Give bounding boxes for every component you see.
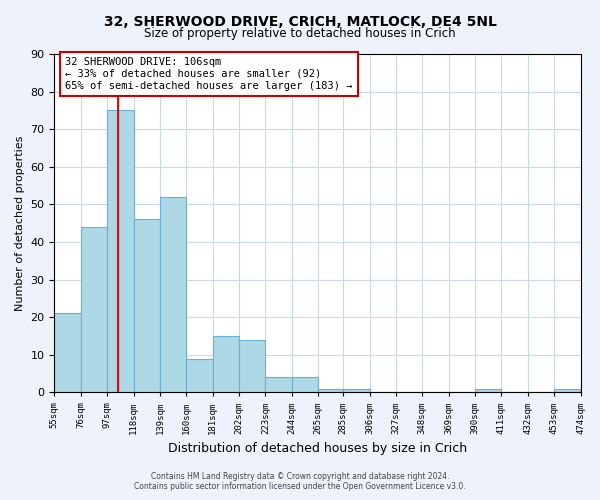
Bar <box>186 358 212 392</box>
Bar <box>134 220 160 392</box>
Bar <box>265 378 292 392</box>
Bar <box>475 388 502 392</box>
Bar <box>160 197 186 392</box>
Bar <box>81 227 107 392</box>
Bar <box>343 388 370 392</box>
Bar <box>107 110 134 392</box>
Bar <box>318 388 343 392</box>
Bar <box>212 336 239 392</box>
Text: Size of property relative to detached houses in Crich: Size of property relative to detached ho… <box>144 28 456 40</box>
Bar <box>55 314 81 392</box>
Text: 32, SHERWOOD DRIVE, CRICH, MATLOCK, DE4 5NL: 32, SHERWOOD DRIVE, CRICH, MATLOCK, DE4 … <box>104 15 496 29</box>
Text: 32 SHERWOOD DRIVE: 106sqm
← 33% of detached houses are smaller (92)
65% of semi-: 32 SHERWOOD DRIVE: 106sqm ← 33% of detac… <box>65 58 352 90</box>
Bar <box>292 378 318 392</box>
Y-axis label: Number of detached properties: Number of detached properties <box>15 136 25 311</box>
Bar <box>239 340 265 392</box>
Text: Contains HM Land Registry data © Crown copyright and database right 2024.
Contai: Contains HM Land Registry data © Crown c… <box>134 472 466 491</box>
Bar <box>554 388 580 392</box>
X-axis label: Distribution of detached houses by size in Crich: Distribution of detached houses by size … <box>168 442 467 455</box>
